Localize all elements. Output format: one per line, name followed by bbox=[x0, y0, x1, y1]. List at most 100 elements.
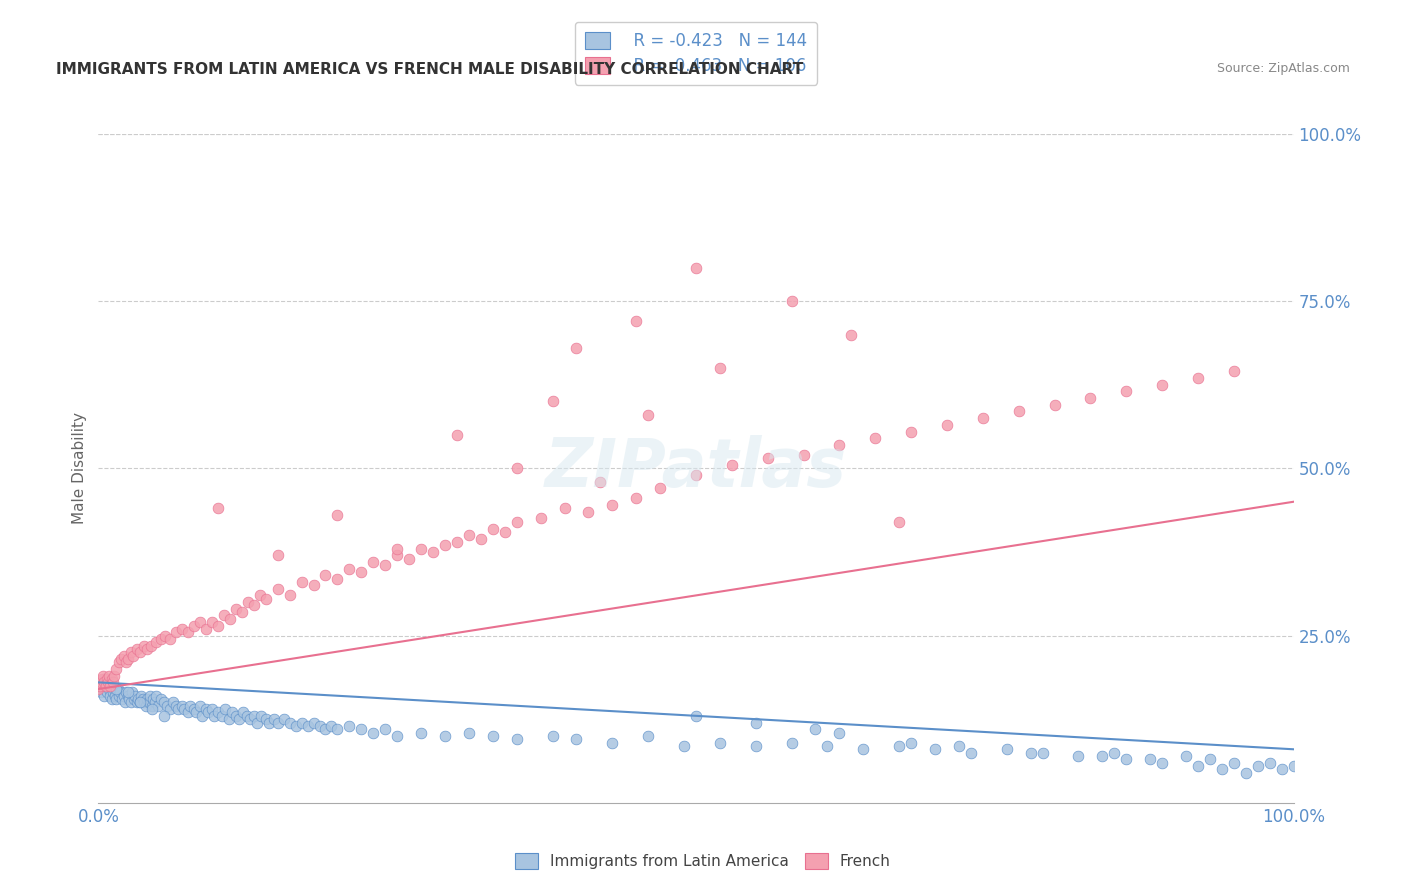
Point bbox=[948, 739, 970, 753]
Point bbox=[127, 692, 149, 706]
Point bbox=[852, 742, 875, 756]
Point bbox=[1246, 759, 1268, 773]
Point bbox=[315, 723, 337, 737]
Point bbox=[458, 725, 481, 739]
Point bbox=[159, 702, 181, 716]
Point bbox=[363, 555, 385, 569]
Point bbox=[446, 428, 468, 442]
Point bbox=[105, 662, 128, 676]
Point bbox=[90, 685, 112, 699]
Point bbox=[326, 572, 349, 586]
Point bbox=[243, 708, 266, 723]
Point bbox=[1222, 364, 1246, 378]
Point bbox=[900, 425, 922, 439]
Point bbox=[231, 605, 253, 619]
Point bbox=[1187, 371, 1209, 385]
Point bbox=[1175, 749, 1198, 764]
Point bbox=[132, 639, 155, 653]
Point bbox=[97, 675, 120, 690]
Point bbox=[120, 645, 142, 659]
Point bbox=[889, 739, 911, 753]
Point bbox=[91, 669, 114, 683]
Point bbox=[589, 475, 612, 489]
Point bbox=[165, 698, 187, 713]
Point bbox=[273, 712, 295, 726]
Point bbox=[637, 729, 659, 743]
Point bbox=[565, 341, 588, 355]
Legend:   R = -0.423   N = 144,   R =  0.463   N = 106: R = -0.423 N = 144, R = 0.463 N = 106 bbox=[575, 21, 817, 85]
Point bbox=[1282, 759, 1305, 773]
Point bbox=[626, 491, 648, 506]
Point bbox=[350, 565, 373, 579]
Point bbox=[470, 532, 492, 546]
Point bbox=[188, 615, 211, 630]
Point bbox=[1115, 384, 1137, 399]
Point bbox=[107, 655, 129, 669]
Point bbox=[673, 739, 696, 753]
Point bbox=[172, 622, 194, 636]
Point bbox=[96, 672, 118, 686]
Point bbox=[315, 568, 337, 582]
Point bbox=[1115, 752, 1137, 766]
Point bbox=[863, 431, 887, 445]
Point bbox=[101, 685, 124, 699]
Point bbox=[108, 685, 131, 699]
Y-axis label: Male Disability: Male Disability bbox=[72, 412, 87, 524]
Point bbox=[1080, 391, 1102, 405]
Point bbox=[291, 715, 314, 730]
Point bbox=[815, 739, 838, 753]
Point bbox=[1150, 377, 1173, 392]
Point bbox=[149, 692, 172, 706]
Point bbox=[100, 692, 122, 706]
Point bbox=[1258, 756, 1281, 770]
Point bbox=[136, 642, 159, 657]
Point bbox=[191, 708, 214, 723]
Point bbox=[132, 696, 155, 710]
Point bbox=[1211, 762, 1233, 776]
Point bbox=[1091, 749, 1114, 764]
Point bbox=[685, 708, 707, 723]
Point bbox=[422, 545, 444, 559]
Point bbox=[446, 535, 468, 549]
Point bbox=[1271, 762, 1294, 776]
Point bbox=[104, 689, 127, 703]
Legend: Immigrants from Latin America, French: Immigrants from Latin America, French bbox=[509, 847, 897, 875]
Point bbox=[141, 702, 163, 716]
Point bbox=[124, 689, 146, 703]
Point bbox=[374, 558, 396, 573]
Point bbox=[297, 719, 319, 733]
Point bbox=[995, 742, 1018, 756]
Point bbox=[637, 408, 659, 422]
Point bbox=[107, 689, 129, 703]
Point bbox=[143, 696, 166, 710]
Point bbox=[142, 692, 165, 706]
Point bbox=[804, 723, 827, 737]
Point bbox=[1222, 756, 1246, 770]
Point bbox=[308, 719, 330, 733]
Point bbox=[339, 562, 360, 576]
Point bbox=[481, 729, 505, 743]
Point bbox=[506, 515, 529, 529]
Point bbox=[188, 698, 211, 713]
Point bbox=[91, 675, 114, 690]
Point bbox=[107, 681, 129, 696]
Point bbox=[149, 632, 172, 646]
Point bbox=[179, 698, 201, 713]
Point bbox=[602, 735, 624, 749]
Point bbox=[1187, 759, 1209, 773]
Point bbox=[267, 715, 290, 730]
Point bbox=[194, 622, 218, 636]
Point bbox=[541, 729, 564, 743]
Point bbox=[100, 672, 122, 686]
Point bbox=[98, 679, 122, 693]
Point bbox=[321, 719, 343, 733]
Point bbox=[709, 735, 731, 749]
Point bbox=[225, 708, 247, 723]
Point bbox=[494, 524, 516, 539]
Point bbox=[841, 327, 863, 342]
Point bbox=[780, 294, 803, 309]
Point bbox=[249, 589, 271, 603]
Point bbox=[259, 715, 281, 730]
Point bbox=[93, 675, 115, 690]
Point bbox=[194, 702, 218, 716]
